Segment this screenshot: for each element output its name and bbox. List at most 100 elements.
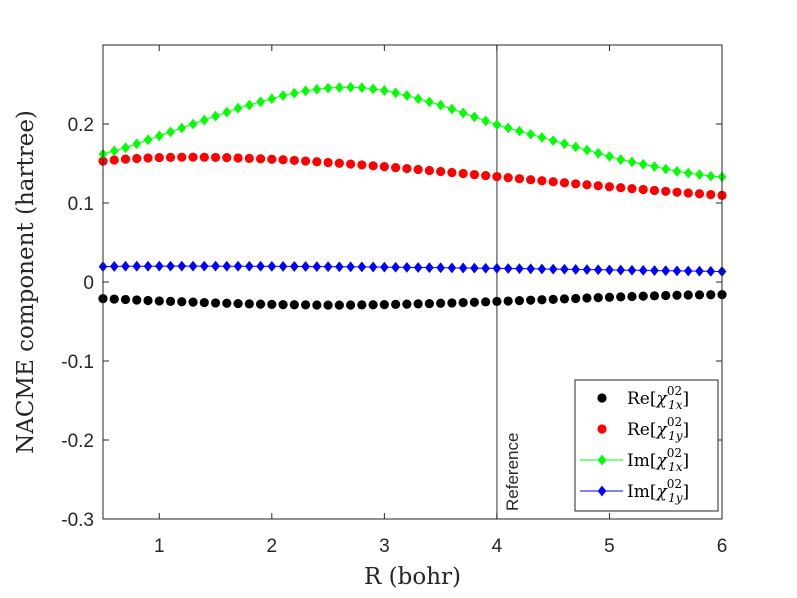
data-point: [650, 265, 659, 276]
data-point: [165, 296, 176, 306]
data-point: [222, 106, 232, 118]
data-point: [469, 169, 479, 180]
data-point: [188, 260, 198, 272]
data-point: [616, 183, 626, 193]
data-point: [109, 155, 119, 165]
data-point: [210, 152, 221, 163]
data-point: [323, 82, 333, 94]
data-point: [706, 170, 716, 182]
legend: Re[χ02 1x] Re[χ02 1y] Im[χ02 1x] Im[χ02 1y]: [574, 379, 719, 512]
data-point: [514, 174, 525, 184]
data-point: [300, 156, 311, 166]
legend-item: Re[χ02 1x]: [597, 384, 689, 412]
data-point: [335, 82, 344, 93]
y-tick-label: -0.3: [61, 510, 94, 531]
data-point: [627, 184, 637, 194]
data-point: [154, 152, 164, 163]
data-point: [616, 292, 626, 302]
data-point: [694, 290, 705, 300]
legend-label: Im[χ02 1x]: [627, 446, 689, 474]
data-point: [368, 161, 378, 171]
data-point: [233, 260, 243, 272]
data-point: [672, 166, 682, 177]
data-point: [661, 163, 671, 175]
data-point: [289, 300, 299, 310]
data-point: [706, 290, 716, 300]
data-point: [380, 261, 389, 273]
data-point: [335, 261, 344, 273]
data-point: [255, 299, 266, 309]
data-point: [278, 260, 288, 272]
data-point: [244, 260, 254, 272]
data-point: [121, 260, 130, 272]
data-point: [199, 297, 209, 308]
data-point: [312, 83, 322, 95]
data-point: [290, 87, 299, 99]
data-point: [121, 142, 130, 154]
data-point: [425, 96, 434, 108]
y-tick-label: -0.1: [61, 352, 94, 373]
data-point: [548, 177, 558, 187]
data-point: [683, 188, 693, 198]
data-point: [661, 186, 671, 196]
data-point: [492, 296, 502, 307]
data-point: [503, 263, 513, 274]
y-tick-label: -0.2: [61, 431, 94, 452]
data-point: [166, 126, 175, 138]
data-point: [379, 299, 389, 310]
data-point: [346, 159, 356, 169]
data-point: [109, 145, 119, 157]
data-point: [447, 298, 457, 308]
data-point: [469, 297, 479, 307]
x-tick-label: 2: [267, 536, 278, 557]
data-point: [481, 262, 490, 274]
data-point: [470, 262, 479, 274]
data-point: [661, 265, 671, 277]
y-tick-label: 0.2: [68, 115, 94, 136]
data-point: [548, 135, 558, 146]
x-tick-label: 3: [379, 536, 390, 557]
data-point: [492, 119, 502, 131]
data-point: [267, 260, 277, 272]
data-point: [526, 263, 535, 275]
data-point: [143, 295, 153, 306]
series-0: [98, 290, 727, 310]
data-point: [244, 153, 254, 163]
data-point: [649, 185, 660, 196]
data-point: [267, 93, 277, 105]
data-point: [177, 122, 187, 134]
data-point: [571, 141, 581, 153]
data-point: [537, 132, 547, 143]
data-point: [402, 261, 412, 273]
data-point: [425, 262, 434, 274]
data-point: [132, 295, 142, 305]
data-point: [560, 138, 569, 150]
legend-item: Re[χ02 1y]: [597, 415, 689, 443]
data-point: [323, 261, 333, 273]
data-point: [503, 296, 513, 306]
data-point: [222, 298, 232, 308]
data-point: [278, 90, 288, 101]
data-point: [154, 130, 164, 142]
data-point: [695, 169, 704, 180]
data-point: [503, 122, 513, 134]
data-point: [627, 264, 637, 276]
data-point: [301, 85, 310, 97]
data-point: [199, 152, 209, 162]
data-point: [154, 296, 164, 306]
data-point: [357, 300, 367, 310]
data-point: [683, 290, 693, 300]
data-point: [109, 261, 119, 272]
data-point: [481, 170, 491, 181]
legend-label: Re[χ02 1x]: [627, 384, 689, 412]
data-point: [380, 85, 389, 96]
data-point: [593, 181, 603, 191]
data-point: [323, 157, 333, 168]
data-point: [177, 152, 187, 162]
data-point: [436, 166, 446, 177]
data-point: [593, 264, 603, 276]
data-point: [143, 260, 153, 272]
data-point: [582, 293, 592, 303]
data-point: [447, 167, 457, 178]
data-point: [233, 298, 243, 309]
